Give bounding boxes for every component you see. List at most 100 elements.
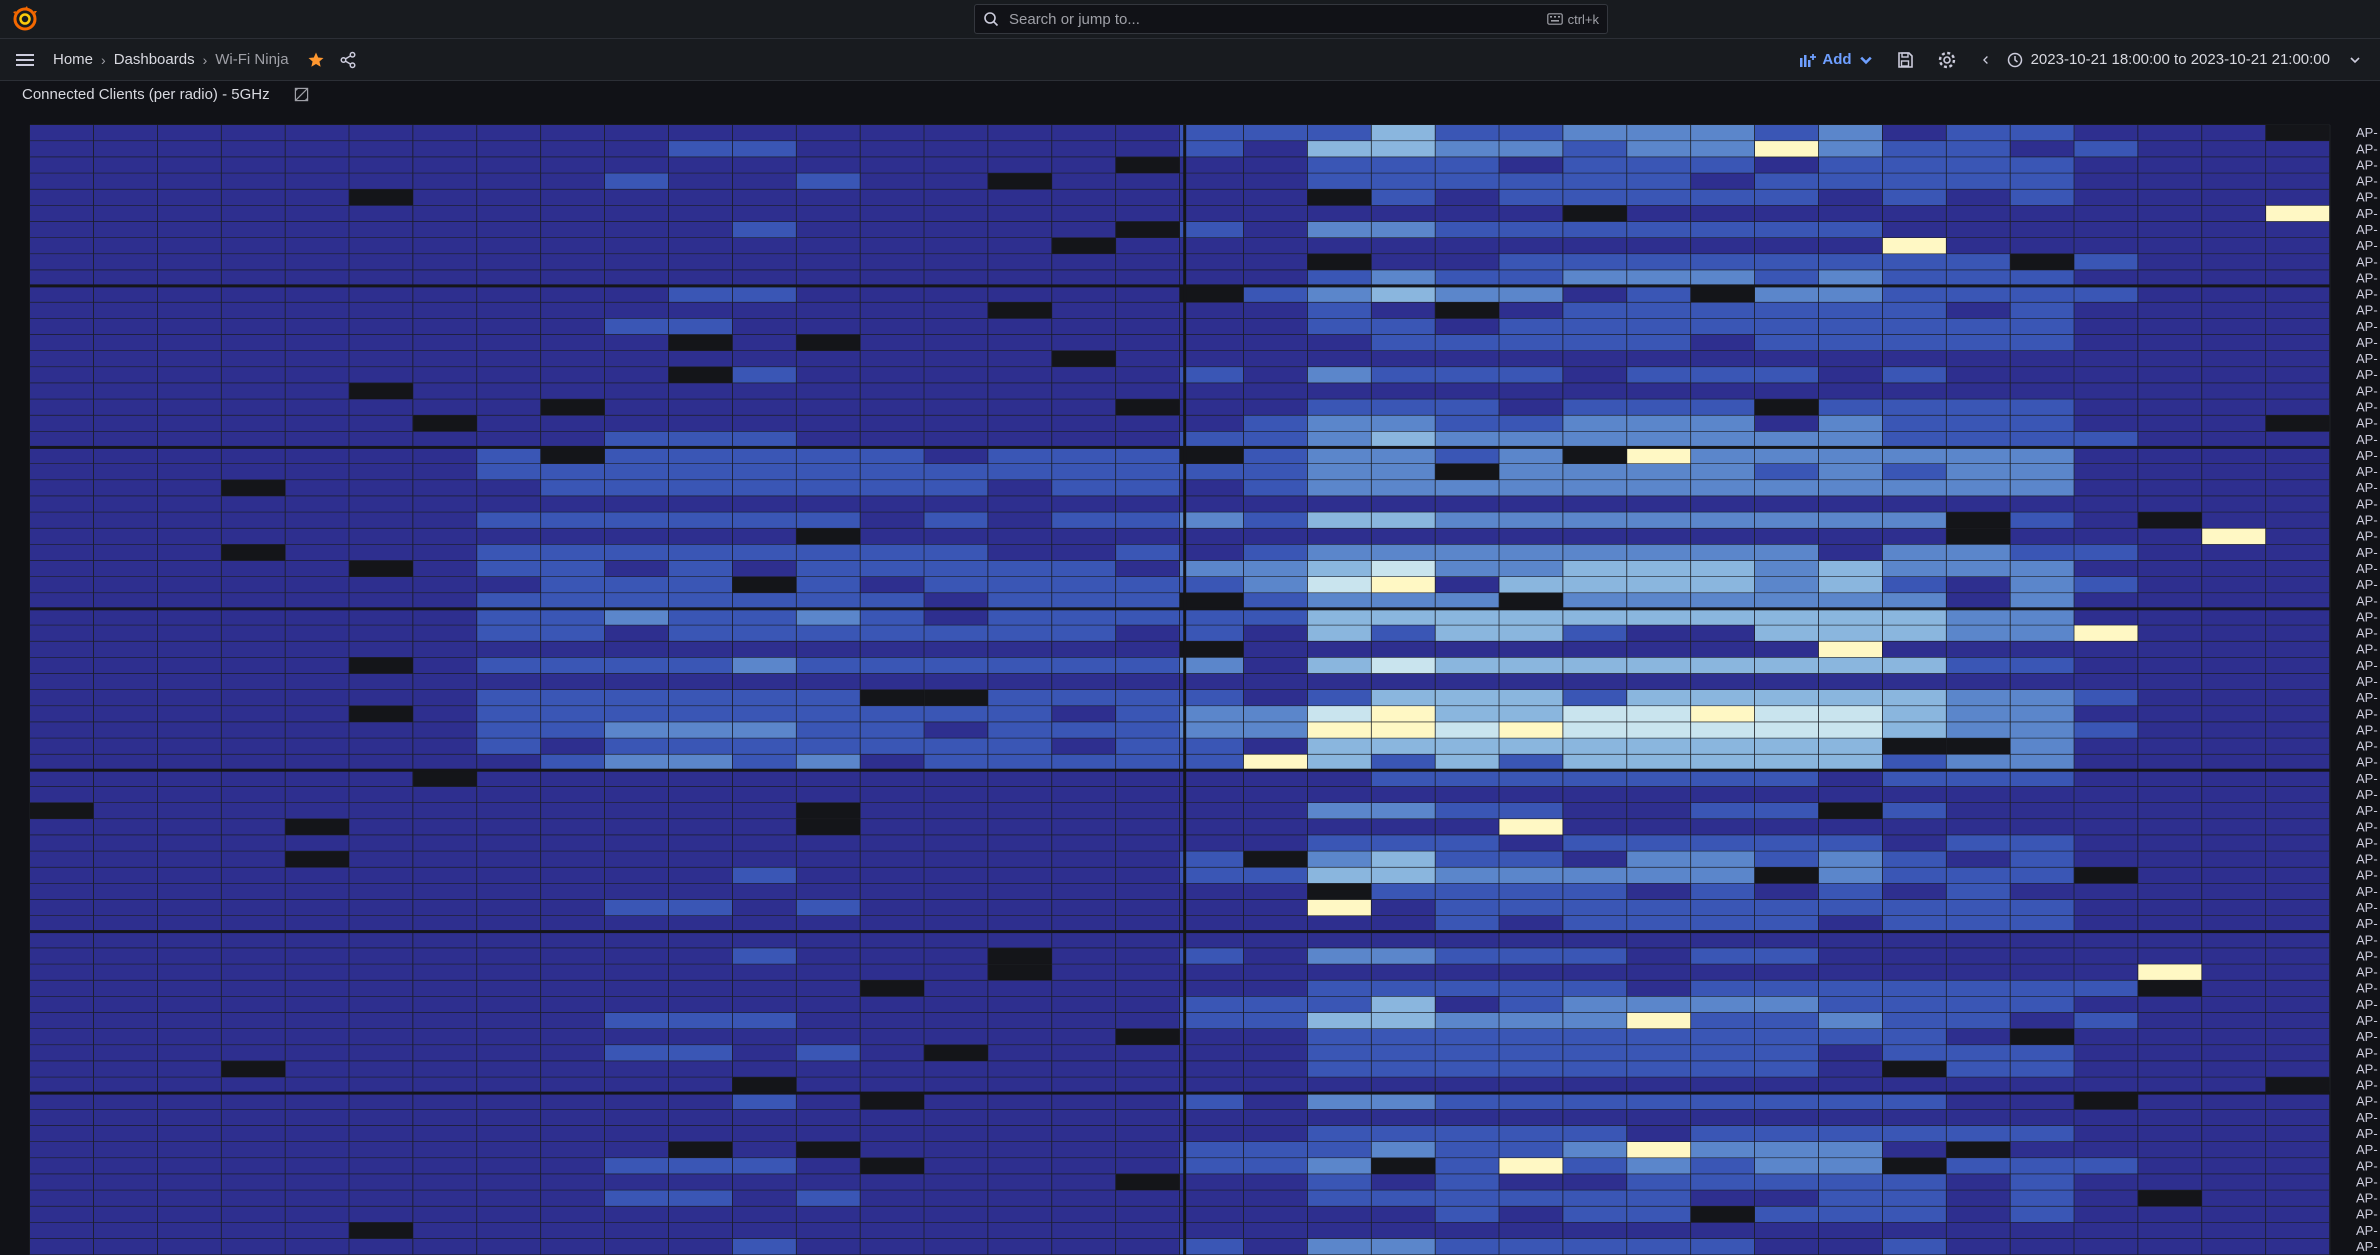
heatmap-cell[interactable] — [796, 948, 860, 964]
heatmap-cell[interactable] — [924, 480, 988, 496]
heatmap-cell[interactable] — [988, 625, 1052, 641]
heatmap-cell[interactable] — [2266, 1045, 2330, 1061]
heatmap-cell[interactable] — [1052, 819, 1116, 835]
heatmap-cell[interactable] — [988, 948, 1052, 964]
heatmap-cell[interactable] — [605, 238, 669, 254]
heatmap-cell[interactable] — [1116, 899, 1180, 916]
heatmap-cell[interactable] — [2266, 173, 2330, 189]
heatmap-cell[interactable] — [1116, 835, 1180, 851]
heatmap-cell[interactable] — [924, 270, 988, 286]
heatmap-cell[interactable] — [2202, 1061, 2266, 1077]
heatmap-cell[interactable] — [924, 286, 988, 302]
heatmap-cell[interactable] — [30, 593, 94, 609]
heatmap-cell[interactable] — [1882, 141, 1946, 157]
heatmap-cell[interactable] — [988, 996, 1052, 1013]
heatmap-cell[interactable] — [1243, 1109, 1307, 1126]
heatmap-cell[interactable] — [1818, 690, 1882, 706]
heatmap-cell[interactable] — [221, 786, 285, 803]
heatmap-cell[interactable] — [2138, 221, 2202, 238]
heatmap-cell[interactable] — [541, 1158, 605, 1174]
heatmap-cell[interactable] — [1243, 238, 1307, 254]
heatmap-cell[interactable] — [1818, 593, 1882, 609]
heatmap-cell[interactable] — [413, 883, 477, 900]
heatmap-cell[interactable] — [93, 819, 157, 835]
heatmap-cell[interactable] — [413, 205, 477, 222]
heatmap-cell[interactable] — [1052, 1190, 1116, 1206]
heatmap-cell[interactable] — [924, 819, 988, 835]
heatmap-cell[interactable] — [796, 544, 860, 561]
heatmap-cell[interactable] — [1882, 415, 1946, 432]
heatmap-cell[interactable] — [1755, 221, 1819, 238]
heatmap-cell[interactable] — [30, 480, 94, 496]
heatmap-cell[interactable] — [413, 334, 477, 351]
heatmap-cell[interactable] — [1755, 238, 1819, 254]
heatmap-cell[interactable] — [1818, 1222, 1882, 1239]
heatmap-cell[interactable] — [93, 189, 157, 206]
heatmap-cell[interactable] — [1755, 270, 1819, 286]
heatmap-cell[interactable] — [605, 544, 669, 561]
heatmap-cell[interactable] — [1435, 899, 1499, 916]
heatmap-cell[interactable] — [541, 803, 605, 819]
heatmap-cell[interactable] — [1755, 1125, 1819, 1142]
heatmap-cell[interactable] — [732, 447, 796, 464]
heatmap-cell[interactable] — [1307, 560, 1371, 577]
heatmap-cell[interactable] — [413, 1061, 477, 1077]
heatmap-cell[interactable] — [93, 690, 157, 706]
heatmap-cell[interactable] — [2266, 948, 2330, 964]
heatmap-cell[interactable] — [477, 318, 541, 335]
heatmap-cell[interactable] — [1307, 738, 1371, 754]
heatmap-cell[interactable] — [1691, 351, 1755, 367]
heatmap-cell[interactable] — [541, 157, 605, 173]
heatmap-cell[interactable] — [988, 270, 1052, 286]
heatmap-cell[interactable] — [988, 786, 1052, 803]
heatmap-cell[interactable] — [2202, 641, 2266, 658]
heatmap-cell[interactable] — [1818, 447, 1882, 464]
heatmap-cell[interactable] — [1116, 851, 1180, 867]
heatmap-cell[interactable] — [157, 367, 221, 383]
heatmap-cell[interactable] — [1052, 141, 1116, 157]
heatmap-cell[interactable] — [413, 367, 477, 383]
heatmap-cell[interactable] — [796, 254, 860, 270]
heatmap-cell[interactable] — [1627, 1158, 1691, 1174]
heatmap-cell[interactable] — [924, 125, 988, 141]
heatmap-cell[interactable] — [2010, 609, 2074, 625]
heatmap-cell[interactable] — [668, 383, 732, 399]
heatmap-cell[interactable] — [924, 803, 988, 819]
heatmap-cell[interactable] — [157, 835, 221, 851]
heatmap-cell[interactable] — [1818, 302, 1882, 319]
heatmap-cell[interactable] — [796, 1222, 860, 1239]
heatmap-cell[interactable] — [1946, 1142, 2010, 1158]
heatmap-cell[interactable] — [1243, 399, 1307, 415]
heatmap-cell[interactable] — [2202, 1190, 2266, 1206]
heatmap-cell[interactable] — [2266, 867, 2330, 884]
heatmap-cell[interactable] — [1243, 625, 1307, 641]
heatmap-cell[interactable] — [1627, 431, 1691, 448]
heatmap-cell[interactable] — [796, 722, 860, 738]
heatmap-cell[interactable] — [157, 157, 221, 173]
heatmap-cell[interactable] — [2266, 431, 2330, 448]
heatmap-cell[interactable] — [1499, 496, 1563, 512]
heatmap-cell[interactable] — [1563, 221, 1627, 238]
heatmap-cell[interactable] — [860, 367, 924, 383]
heatmap-cell[interactable] — [93, 205, 157, 222]
heatmap-cell[interactable] — [1371, 1206, 1435, 1223]
heatmap-cell[interactable] — [668, 835, 732, 851]
heatmap-cell[interactable] — [1371, 318, 1435, 335]
heatmap-cell[interactable] — [477, 835, 541, 851]
heatmap-cell[interactable] — [668, 205, 732, 222]
heatmap-cell[interactable] — [30, 1093, 94, 1110]
heatmap-cell[interactable] — [2266, 786, 2330, 803]
heatmap-cell[interactable] — [1946, 1061, 2010, 1077]
heatmap-cell[interactable] — [860, 383, 924, 399]
heatmap-cell[interactable] — [2138, 189, 2202, 206]
heatmap-cell[interactable] — [285, 706, 349, 722]
heatmap-cell[interactable] — [541, 238, 605, 254]
chevron-down-icon[interactable] — [2348, 53, 2362, 67]
heatmap-cell[interactable] — [1627, 883, 1691, 900]
heatmap-cell[interactable] — [988, 1174, 1052, 1190]
heatmap-cell[interactable] — [1691, 367, 1755, 383]
heatmap-cell[interactable] — [285, 189, 349, 206]
heatmap-cell[interactable] — [1563, 657, 1627, 674]
heatmap-cell[interactable] — [2010, 447, 2074, 464]
heatmap-cell[interactable] — [2010, 238, 2074, 254]
